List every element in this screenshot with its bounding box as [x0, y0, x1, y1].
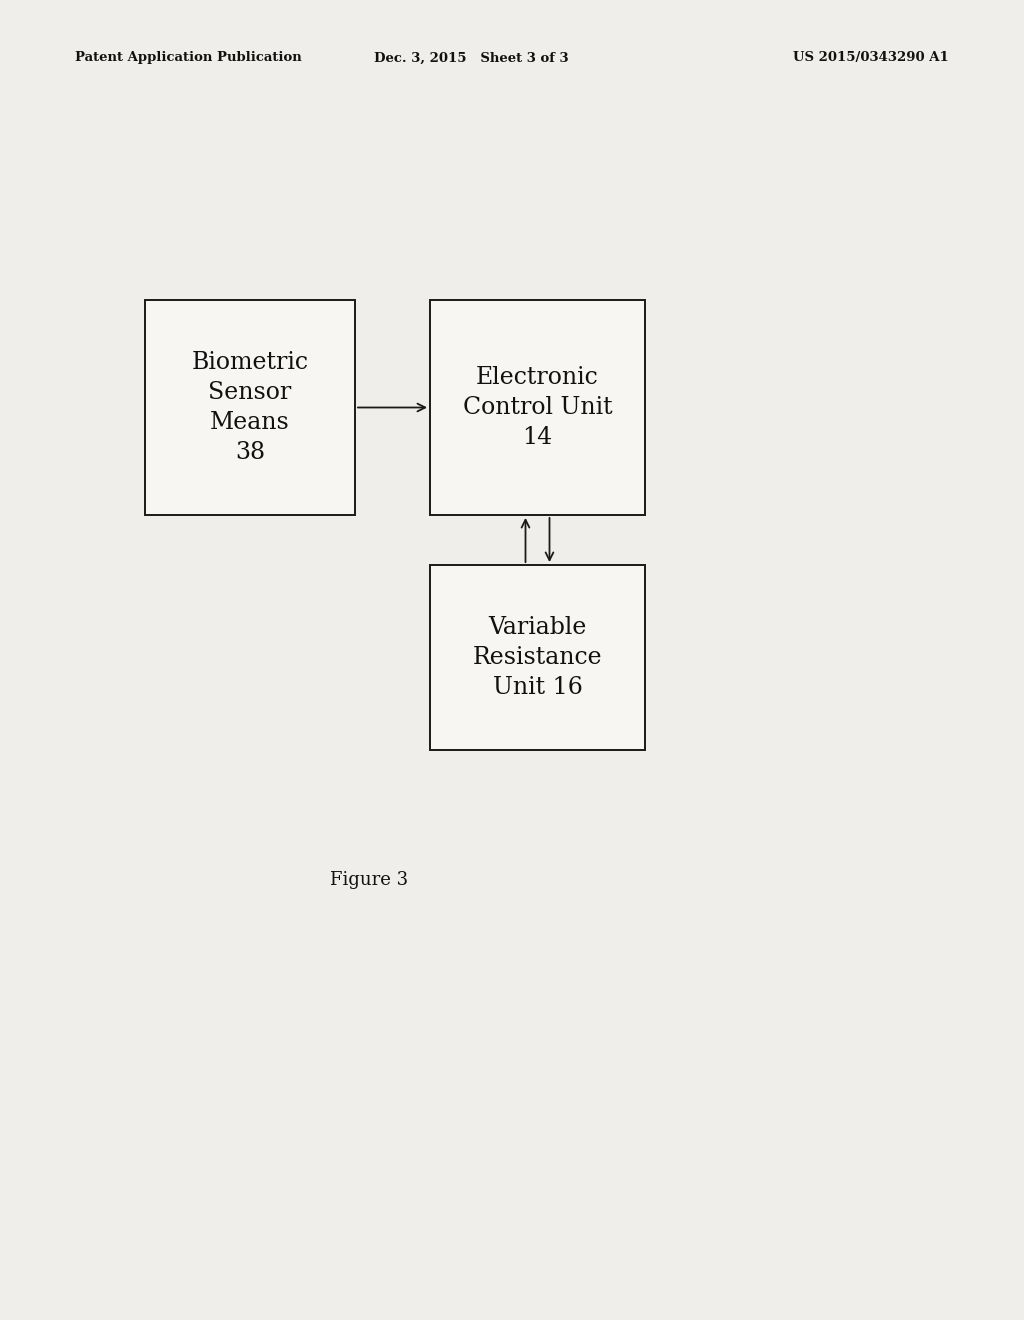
Text: Biometric
Sensor
Means
38: Biometric Sensor Means 38 — [191, 351, 308, 465]
Text: Electronic
Control Unit
14: Electronic Control Unit 14 — [463, 366, 612, 449]
Bar — [145, 300, 355, 515]
Bar — [430, 300, 645, 515]
Text: Variable
Resistance
Unit 16: Variable Resistance Unit 16 — [473, 616, 602, 700]
Bar — [430, 565, 645, 750]
Text: Dec. 3, 2015   Sheet 3 of 3: Dec. 3, 2015 Sheet 3 of 3 — [374, 51, 568, 65]
Text: US 2015/0343290 A1: US 2015/0343290 A1 — [794, 51, 949, 65]
Text: Patent Application Publication: Patent Application Publication — [75, 51, 302, 65]
Text: Figure 3: Figure 3 — [330, 871, 409, 888]
